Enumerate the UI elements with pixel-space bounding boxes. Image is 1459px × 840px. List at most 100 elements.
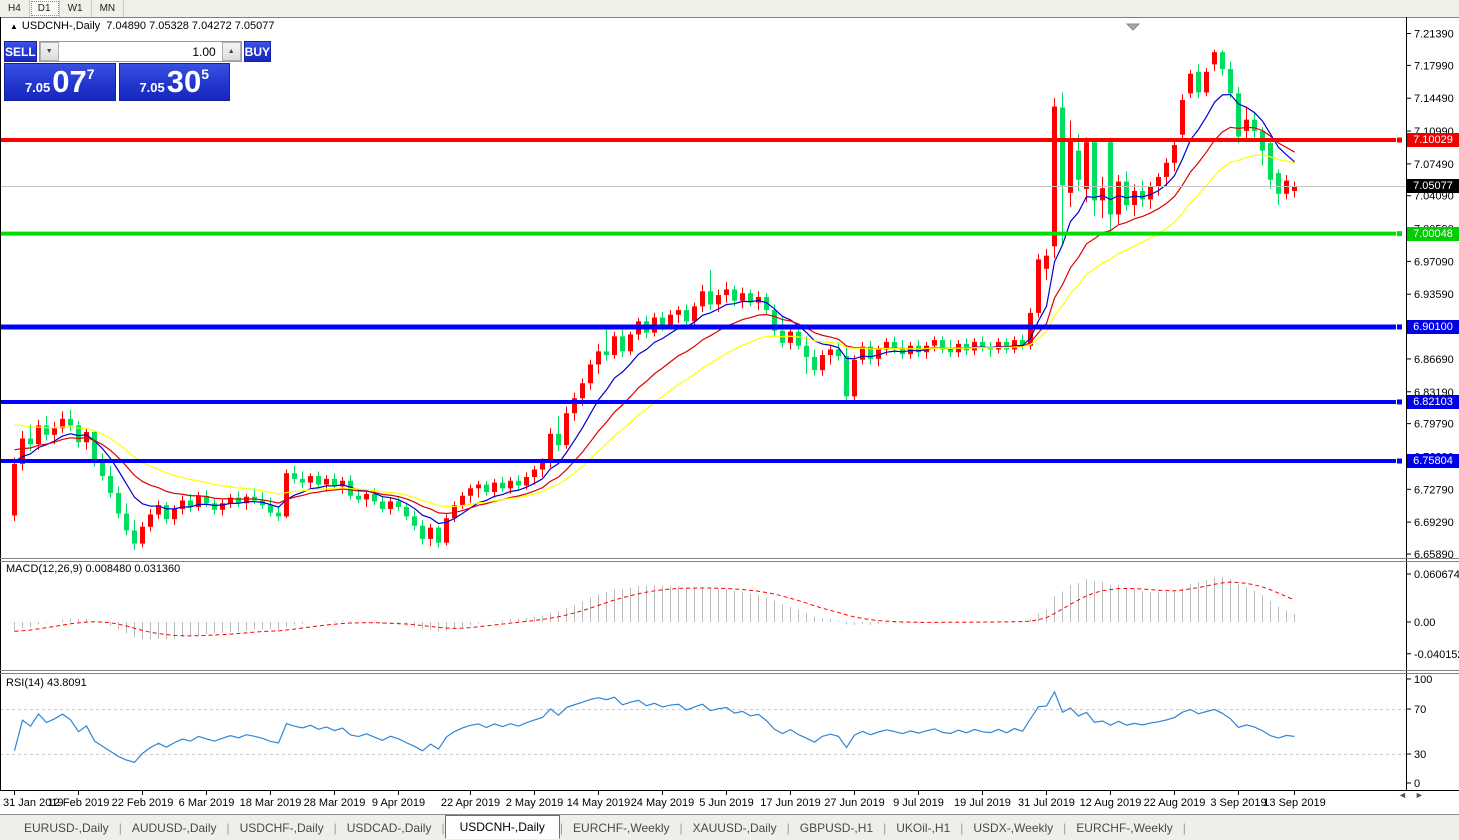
- date-label: 22 Apr 2019: [441, 797, 500, 809]
- ma-line-16: [14, 126, 1295, 515]
- date-label: 6 Mar 2019: [179, 797, 235, 809]
- price-badge-7.05077: 7.05077: [1407, 179, 1459, 194]
- sell-price-small: 7.05: [24, 80, 51, 95]
- price-tick-label: 6.93590: [1414, 289, 1454, 301]
- chart-tab-8[interactable]: UKOil-,H1: [896, 820, 951, 835]
- date-label: 14 May 2019: [567, 797, 631, 809]
- rsi-tick-label: 100: [1414, 674, 1432, 686]
- date-label: 24 May 2019: [631, 797, 695, 809]
- price-tick-label: 7.17990: [1414, 60, 1454, 72]
- price-tick-label: 7.21390: [1414, 29, 1454, 41]
- date-label: 22 Aug 2019: [1144, 797, 1206, 809]
- chart-tabbar: EURUSD-,Daily | AUDUSD-,Daily | USDCHF-,Dail…: [0, 814, 1459, 840]
- date-label: 12 Aug 2019: [1080, 797, 1142, 809]
- volume-stepper: ▼ ▲: [38, 41, 242, 62]
- hline-anchor: [1397, 399, 1402, 405]
- chart-tab-6[interactable]: XAUUSD-,Daily: [692, 820, 777, 835]
- rsi-tick-label: 70: [1414, 704, 1426, 716]
- price-badge-6.90100: 6.90100: [1407, 319, 1459, 334]
- date-label: 9 Jul 2019: [893, 797, 944, 809]
- date-label: 28 Mar 2019: [304, 797, 366, 809]
- sell-quote[interactable]: 7.05 07 7: [4, 63, 116, 101]
- macd-tick-label: -0.040152: [1414, 649, 1459, 661]
- date-label: 19 Jul 2019: [954, 797, 1011, 809]
- scroll-right-icon[interactable]: ►: [1414, 790, 1432, 800]
- timeframe-button-mn[interactable]: MN: [92, 0, 125, 17]
- tab-separator: |: [1063, 820, 1067, 835]
- price-tick-label: 6.86690: [1414, 354, 1454, 366]
- date-label: 13 Sep 2019: [1263, 797, 1325, 809]
- chart-tab-5[interactable]: EURCHF-,Weekly: [573, 820, 670, 835]
- timeframe-toolbar: H4 D1 W1 MN: [0, 0, 1459, 18]
- chart-tab-0[interactable]: EURUSD-,Daily: [24, 820, 109, 835]
- buy-quote[interactable]: 7.05 30 5: [118, 63, 230, 101]
- price-tick-label: 6.72790: [1414, 484, 1454, 496]
- date-label: 18 Mar 2019: [240, 797, 302, 809]
- buy-price-sup: 5: [201, 66, 210, 82]
- date-label: 5 Jun 2019: [699, 797, 753, 809]
- collapse-panel-icon[interactable]: ▲: [10, 22, 18, 31]
- tab-separator: |: [333, 820, 337, 835]
- chart-shift-icon[interactable]: [1125, 23, 1141, 31]
- chart-canvas[interactable]: 7.213907.179907.144907.109907.074907.040…: [0, 17, 1459, 814]
- date-label: 2 May 2019: [506, 797, 563, 809]
- tab-separator: |: [679, 820, 683, 835]
- tab-scroll-arrows[interactable]: ◄►: [1398, 790, 1432, 800]
- date-label: 22 Feb 2019: [112, 797, 174, 809]
- price-tick-label: 6.69290: [1414, 517, 1454, 529]
- price-badge-7.00048: 7.00048: [1407, 226, 1459, 241]
- date-label: 3 Sep 2019: [1210, 797, 1266, 809]
- buy-price-small: 7.05: [139, 80, 165, 95]
- tab-separator: |: [1182, 820, 1186, 835]
- buy-button[interactable]: BUY: [243, 41, 272, 62]
- scroll-left-icon[interactable]: ◄: [1398, 790, 1415, 800]
- tab-separator: |: [118, 820, 122, 835]
- ma-line-8: [14, 93, 1295, 525]
- date-label: 12 Feb 2019: [48, 797, 110, 809]
- one-click-trading-panel: SELL ▼ ▲ BUY 7.05 07 7 7.05 30 5: [4, 41, 272, 101]
- chart-tab-1[interactable]: AUDUSD-,Daily: [131, 820, 217, 835]
- volume-increase-button[interactable]: ▲: [221, 42, 241, 61]
- price-tick-label: 7.04090: [1414, 191, 1454, 203]
- timeframe-button-h4[interactable]: H4: [0, 0, 30, 17]
- price-badge-7.10029: 7.10029: [1407, 133, 1459, 148]
- macd-layer: [14, 577, 1295, 640]
- macd-tick-label: 0.060674: [1414, 569, 1459, 581]
- chart-tab-10[interactable]: EURCHF-,Weekly: [1076, 820, 1173, 835]
- date-label: 31 Jul 2019: [1018, 797, 1075, 809]
- chart-tab-9[interactable]: USDX-,Weekly: [973, 820, 1054, 835]
- rsi-tick-label: 30: [1414, 749, 1426, 761]
- price-tick-label: 7.14490: [1414, 93, 1454, 105]
- hline-anchor: [1397, 137, 1402, 143]
- macd-signal-line: [14, 581, 1295, 637]
- sell-price-big: 07: [52, 64, 87, 99]
- volume-input[interactable]: [58, 42, 222, 61]
- chart-tab-4[interactable]: USDCNH-,Daily: [444, 814, 560, 839]
- price-tick-label: 6.97090: [1414, 256, 1454, 268]
- macd-indicator-label: MACD(12,26,9) 0.008480 0.031360: [6, 563, 181, 575]
- tab-separator: |: [786, 820, 790, 835]
- timeframe-button-d1[interactable]: D1: [29, 0, 60, 17]
- tab-separator: |: [559, 820, 564, 835]
- chart-tab-2[interactable]: USDCHF-,Daily: [239, 820, 324, 835]
- date-label: 31 Jan 2019: [3, 797, 64, 809]
- chart-tab-7[interactable]: GBPUSD-,H1: [799, 820, 874, 835]
- price-tick-label: 6.65890: [1414, 549, 1454, 561]
- rsi-tick-label: 0: [1414, 778, 1420, 790]
- tab-separator: |: [226, 820, 230, 835]
- timeframe-button-w1[interactable]: W1: [60, 0, 92, 17]
- chart-tab-3[interactable]: USDCAD-,Daily: [346, 820, 432, 835]
- macd-tick-label: 0.00: [1414, 617, 1435, 629]
- horizontal-lines-layer[interactable]: [0, 137, 1402, 464]
- rsi-indicator-label: RSI(14) 43.8091: [6, 677, 87, 689]
- buy-price-big: 30: [166, 64, 202, 99]
- ohlc-readout: 7.04890 7.05328 7.04272 7.05077: [106, 20, 275, 32]
- hline-anchor: [1397, 231, 1402, 237]
- hline-anchor: [1397, 324, 1402, 330]
- sell-button[interactable]: SELL: [4, 41, 37, 62]
- price-tick-label: 6.79790: [1414, 419, 1454, 431]
- tab-separator: |: [960, 820, 964, 835]
- symbol-title: ▲ USDCNH-,Daily 7.04890 7.05328 7.04272 7…: [10, 20, 275, 32]
- volume-decrease-button[interactable]: ▼: [39, 42, 59, 61]
